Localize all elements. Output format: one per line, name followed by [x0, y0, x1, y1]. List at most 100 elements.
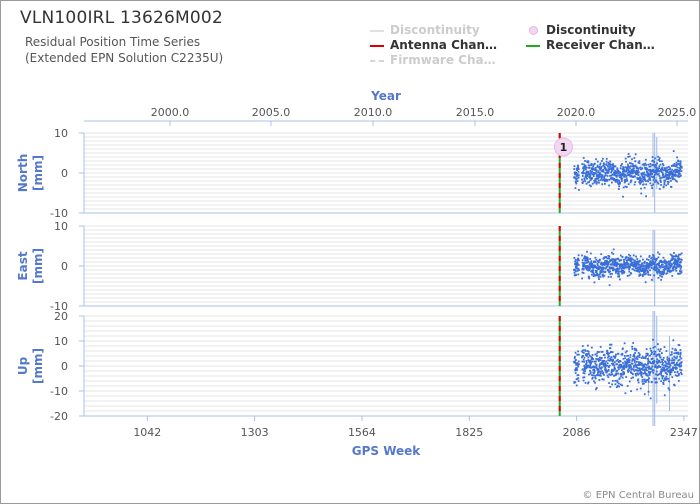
data-point	[621, 255, 624, 258]
data-point	[670, 171, 673, 174]
data-point	[666, 362, 669, 365]
data-point	[671, 255, 674, 258]
data-point	[655, 377, 657, 380]
data-point	[660, 371, 663, 374]
data-point	[605, 352, 608, 355]
data-point	[581, 345, 584, 347]
data-point	[636, 388, 639, 391]
data-point	[602, 266, 605, 269]
data-point	[583, 257, 585, 260]
data-point	[642, 368, 645, 371]
legend-label: Receiver Chan…	[546, 38, 655, 52]
data-point	[604, 267, 607, 270]
data-point	[664, 179, 667, 182]
data-point	[599, 345, 602, 348]
data-point	[661, 171, 664, 174]
data-point	[664, 260, 667, 263]
data-point	[616, 178, 619, 181]
data-point	[577, 380, 580, 382]
data-point	[644, 372, 647, 375]
data-point	[608, 271, 611, 274]
data-point	[637, 269, 640, 272]
data-point	[651, 369, 654, 372]
data-point	[575, 182, 578, 185]
data-point	[636, 167, 639, 170]
data-point	[582, 262, 585, 265]
data-point	[590, 260, 593, 263]
data-point	[668, 177, 671, 180]
data-point	[640, 172, 643, 175]
data-point	[637, 381, 640, 384]
data-point	[635, 267, 637, 270]
data-point	[659, 170, 661, 173]
data-point	[635, 260, 638, 263]
data-point	[661, 376, 664, 379]
data-point	[607, 356, 609, 359]
data-point	[640, 357, 643, 359]
data-point	[639, 182, 642, 185]
data-point	[642, 178, 645, 181]
data-point	[623, 371, 626, 374]
data-point	[656, 272, 659, 275]
data-point	[637, 378, 640, 381]
data-point	[628, 253, 630, 256]
data-point	[584, 160, 586, 162]
data-point	[575, 367, 578, 370]
data-point	[664, 361, 667, 364]
data-point	[602, 157, 604, 160]
data-point	[602, 164, 605, 167]
data-point	[675, 180, 678, 183]
data-point	[587, 170, 590, 173]
data-point	[655, 172, 658, 175]
data-point	[598, 265, 601, 268]
data-point	[633, 355, 636, 358]
data-point	[581, 261, 584, 264]
data-point	[615, 170, 617, 173]
data-point	[614, 374, 617, 376]
data-point	[611, 261, 614, 263]
data-point	[655, 373, 657, 376]
data-point	[632, 373, 634, 376]
data-point	[617, 366, 620, 369]
data-point	[657, 168, 659, 171]
data-point	[624, 357, 627, 360]
data-point	[610, 176, 613, 179]
data-point	[671, 176, 673, 178]
data-point	[633, 157, 636, 159]
data-point	[660, 265, 663, 268]
data-point	[649, 347, 652, 350]
data-point	[665, 377, 668, 380]
y-tick-label: -10	[50, 385, 68, 398]
data-point	[643, 176, 646, 179]
data-point	[582, 268, 585, 271]
data-point	[631, 165, 634, 168]
data-point	[598, 351, 600, 353]
data-point	[677, 255, 680, 258]
data-point	[631, 258, 633, 260]
data-point	[610, 263, 613, 266]
data-point	[596, 272, 599, 275]
data-point	[641, 175, 644, 178]
data-point	[603, 262, 605, 265]
data-point	[628, 274, 631, 277]
data-point	[680, 266, 683, 268]
data-point	[628, 162, 631, 165]
data-point	[678, 373, 680, 375]
data-point	[669, 167, 672, 170]
data-point	[663, 259, 666, 262]
data-point	[624, 174, 627, 177]
data-point	[576, 262, 579, 265]
y-axis-title: Up[mm]	[16, 348, 45, 384]
data-point	[628, 174, 631, 176]
discontinuity-label: 1	[560, 141, 568, 154]
data-point	[667, 363, 670, 365]
data-point	[667, 181, 670, 183]
data-point	[670, 259, 672, 262]
data-point	[628, 361, 631, 364]
data-point	[646, 378, 649, 381]
data-point	[668, 359, 671, 362]
data-point	[614, 367, 617, 370]
data-point	[606, 263, 608, 265]
data-point	[655, 354, 658, 357]
